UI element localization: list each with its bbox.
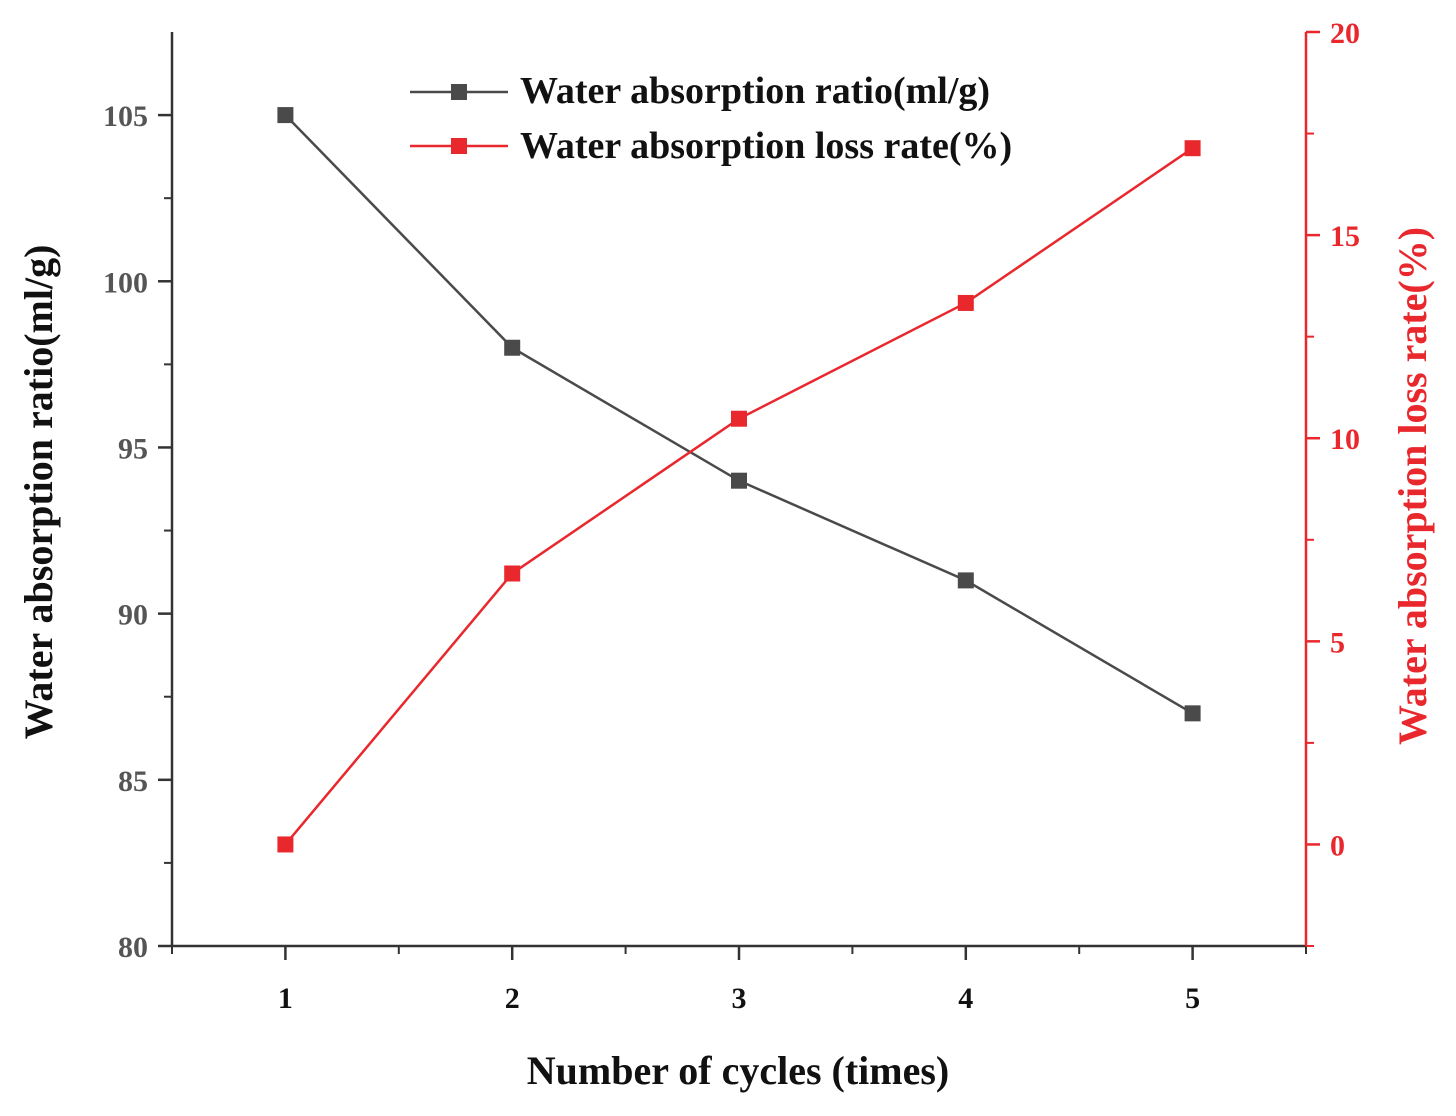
y-left-tick-label-85: 85 xyxy=(118,765,148,798)
data-point-ratio-2 xyxy=(504,339,521,356)
y-right-tick-label-10: 10 xyxy=(1330,423,1360,456)
y-right-tick-label-20: 20 xyxy=(1330,17,1360,50)
legend-label-loss-rate: Water absorption loss rate(%) xyxy=(520,125,1012,167)
data-point-ratio-1 xyxy=(277,107,294,124)
data-point-ratio-4 xyxy=(957,572,974,589)
x-axis-title: Number of cycles (times) xyxy=(527,1048,949,1093)
y-axis-left-title: Water absorption ratio(ml/g) xyxy=(16,245,61,740)
x-tick-label-1: 1 xyxy=(278,982,293,1015)
legend-marker-0 xyxy=(451,84,467,100)
x-tick-label-4: 4 xyxy=(958,982,973,1015)
x-tick-label-2: 2 xyxy=(505,982,520,1015)
data-point-ratio-5 xyxy=(1184,705,1201,722)
legend-label-ratio: Water absorption ratio(ml/g) xyxy=(520,70,990,112)
y-right-tick-label-15: 15 xyxy=(1330,220,1360,253)
y-right-tick-label-5: 5 xyxy=(1330,626,1345,659)
y-left-tick-label-105: 105 xyxy=(103,100,148,133)
data-point-loss-rate-2 xyxy=(504,565,521,582)
y-axis-right-title: Water absorption loss rate(%) xyxy=(1390,227,1435,745)
y-left-tick-label-95: 95 xyxy=(118,432,148,465)
axes: 1 2 3 4 5 80 85 90 95 100 105 0 5 10 15 20 xyxy=(103,17,1360,1015)
y-left-tick-label-90: 90 xyxy=(118,599,148,632)
y-left-tick-label-80: 80 xyxy=(118,931,148,964)
y-left-tick-label-100: 100 xyxy=(103,266,148,299)
legend: Water absorption ratio(ml/g) Water absor… xyxy=(410,70,1012,167)
data-point-ratio-3 xyxy=(731,472,747,489)
data-point-loss-rate-4 xyxy=(957,294,974,311)
legend-marker-1 xyxy=(451,138,467,154)
data-point-loss-rate-3 xyxy=(731,410,747,427)
series-layer xyxy=(277,107,1201,853)
y-right-tick-label-0: 0 xyxy=(1330,829,1345,862)
x-tick-label-3: 3 xyxy=(732,982,747,1015)
series-line-loss-rate xyxy=(284,147,1194,846)
x-tick-label-5: 5 xyxy=(1185,982,1200,1015)
data-point-loss-rate-5 xyxy=(1184,140,1201,157)
data-point-loss-rate-1 xyxy=(277,836,294,853)
